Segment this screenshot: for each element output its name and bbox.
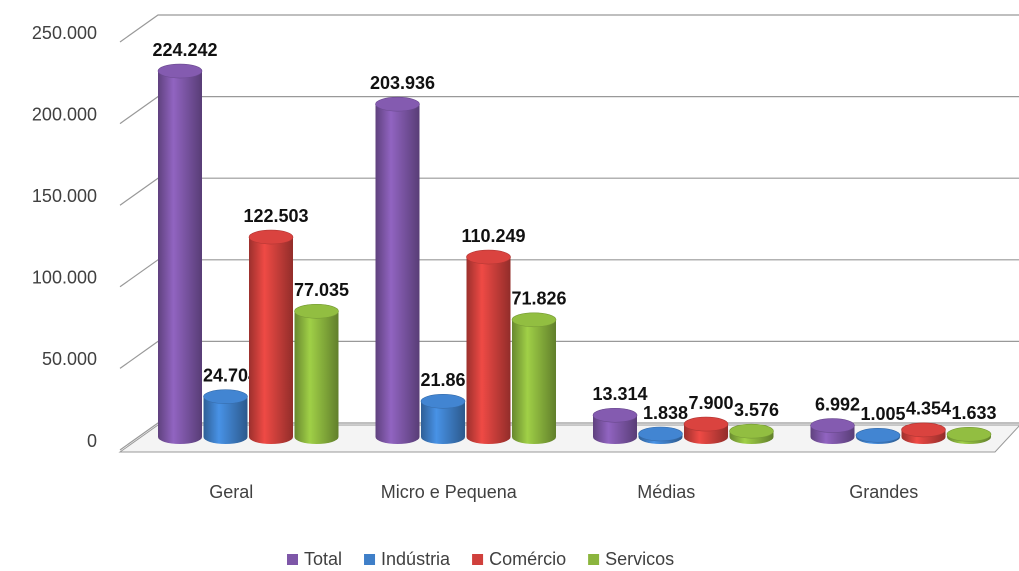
value-label: 1.838 [643, 403, 688, 423]
y-tick-label: 0 [87, 431, 97, 451]
legend-marker [287, 554, 298, 565]
value-label: 1.005 [860, 404, 905, 424]
value-label: 7.900 [688, 393, 733, 413]
bar-cap [592, 407, 638, 423]
bar-cap [901, 422, 946, 438]
value-label: 122.503 [243, 206, 308, 226]
value-label: 13.314 [592, 384, 647, 404]
value-label: 1.633 [951, 403, 996, 423]
x-tick-label: Micro e Pequena [381, 482, 518, 502]
x-tick-label: Grandes [849, 482, 918, 502]
x-tick-label: Médias [637, 482, 695, 502]
legend-marker [364, 554, 376, 565]
bar [466, 250, 511, 444]
bar [158, 64, 202, 444]
bar-cap [946, 427, 992, 442]
bar [203, 389, 248, 444]
y-tick-label: 100.000 [32, 268, 97, 288]
legend-label: Total [304, 549, 342, 569]
x-tick-label: Geral [209, 482, 253, 502]
value-label: 21.861 [420, 370, 475, 390]
value-label: 77.035 [294, 280, 349, 300]
bar-cap [729, 423, 774, 439]
legend-label: Servicos [605, 549, 674, 569]
grid-line [119, 95, 1019, 125]
bar-cap [294, 303, 339, 319]
bar-cap [420, 394, 466, 409]
y-tick-label: 150.000 [32, 186, 97, 206]
bar-cap [855, 428, 901, 443]
bar [512, 312, 556, 444]
value-label: 71.826 [511, 289, 566, 309]
bar [249, 230, 293, 444]
bar-cap [810, 418, 855, 433]
bar-cap [511, 312, 557, 328]
bar-cap [638, 426, 683, 442]
y-tick-label: 50.000 [42, 349, 97, 369]
bar-cap [203, 389, 248, 404]
legend-label: Comércio [489, 549, 566, 569]
grid-line [119, 14, 1019, 43]
value-label: 224.242 [152, 40, 217, 60]
bar-cap [375, 96, 420, 112]
value-label: 6.992 [815, 394, 860, 414]
value-label: 203.936 [370, 73, 435, 93]
legend-marker [588, 554, 600, 565]
legend-label: Indústria [381, 549, 451, 569]
value-label: 110.249 [461, 226, 525, 246]
bar-cap [466, 249, 511, 265]
bar [375, 97, 420, 444]
grid-line [119, 177, 1019, 206]
legend-marker [472, 554, 484, 565]
bar-cap [157, 63, 203, 79]
value-label: 24.704 [203, 365, 258, 385]
bar-cap [683, 416, 729, 432]
floor [118, 424, 1019, 453]
value-label: 4.354 [906, 399, 951, 419]
bar [294, 304, 339, 444]
value-label: 3.576 [734, 400, 779, 420]
bar-cap [248, 229, 294, 245]
y-tick-label: 250.000 [32, 23, 97, 43]
y-tick-label: 200.000 [32, 104, 97, 124]
